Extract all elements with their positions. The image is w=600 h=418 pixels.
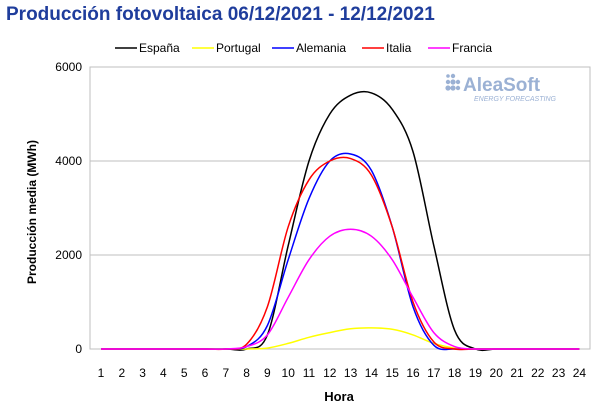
- logo-dot: [455, 85, 461, 91]
- y-tick-label: 4000: [55, 154, 82, 168]
- x-tick-label: 5: [181, 366, 188, 380]
- logo-dot: [455, 79, 461, 85]
- legend-label-espana: España: [139, 41, 180, 55]
- series-line-espana: [101, 90, 580, 352]
- x-tick-label: 6: [202, 366, 209, 380]
- y-axis-ticks: 0 2000 4000 6000: [55, 60, 82, 356]
- aleasoft-watermark: AleaSoft ENERGY FORECASTING: [445, 73, 556, 103]
- x-tick-label: 16: [406, 366, 420, 380]
- y-tick-label: 6000: [55, 60, 82, 74]
- x-tick-label: 18: [448, 366, 462, 380]
- gridlines: [90, 160, 590, 256]
- x-tick-label: 13: [344, 366, 358, 380]
- x-tick-label: 7: [222, 366, 229, 380]
- x-tick-label: 2: [118, 366, 125, 380]
- x-tick-label: 17: [427, 366, 441, 380]
- x-tick-label: 11: [303, 366, 316, 380]
- logo-dot: [450, 85, 456, 91]
- x-axis-ticks: 1 2 3 4 5 6 7 8 9 10 11 12 13 14 15 16 17 18 19 20 21 22 23 24: [98, 366, 587, 380]
- series-line-italia: [101, 156, 580, 351]
- logo-dot: [445, 85, 451, 91]
- x-tick-label: 15: [386, 366, 400, 380]
- x-tick-label: 14: [365, 366, 379, 380]
- x-tick-label: 22: [531, 366, 545, 380]
- x-tick-label: 1: [98, 366, 105, 380]
- legend: España Portugal Alemania Italia Francia: [115, 41, 492, 55]
- x-tick-label: 9: [264, 366, 271, 380]
- plot-frame: [89, 66, 591, 350]
- x-tick-label: 23: [552, 366, 566, 380]
- series-lines: [101, 90, 580, 352]
- legend-label-italia: Italia: [386, 41, 412, 55]
- x-tick-label: 10: [282, 366, 296, 380]
- chart-title: Producción fotovoltaica 06/12/2021 - 12/…: [6, 4, 435, 25]
- logo-dot: [450, 79, 456, 85]
- legend-label-francia: Francia: [452, 41, 492, 55]
- x-tick-label: 3: [139, 366, 146, 380]
- x-tick-label: 21: [510, 366, 524, 380]
- logo-dot: [450, 73, 456, 79]
- series-line-portugal: [101, 327, 580, 350]
- y-axis-label: Producción media (MWh): [25, 140, 39, 284]
- legend-label-alemania: Alemania: [296, 41, 346, 55]
- legend-label-portugal: Portugal: [216, 41, 261, 55]
- x-tick-label: 19: [469, 366, 483, 380]
- series-line-francia: [101, 228, 580, 350]
- watermark-tagline: ENERGY FORECASTING: [474, 96, 556, 103]
- x-tick-label: 24: [573, 366, 587, 380]
- y-tick-label: 0: [75, 342, 82, 356]
- y-tick-label: 2000: [55, 248, 82, 262]
- x-tick-label: 12: [323, 366, 337, 380]
- aleasoft-logo-icon: [445, 73, 461, 91]
- x-tick-label: 4: [160, 366, 167, 380]
- logo-dot: [446, 74, 450, 78]
- series-line-alemania: [101, 152, 580, 351]
- x-tick-label: 20: [490, 366, 504, 380]
- logo-dot: [445, 79, 451, 85]
- x-axis-label: Hora: [324, 389, 354, 404]
- watermark-brand: AleaSoft: [463, 75, 541, 96]
- x-tick-label: 8: [243, 366, 250, 380]
